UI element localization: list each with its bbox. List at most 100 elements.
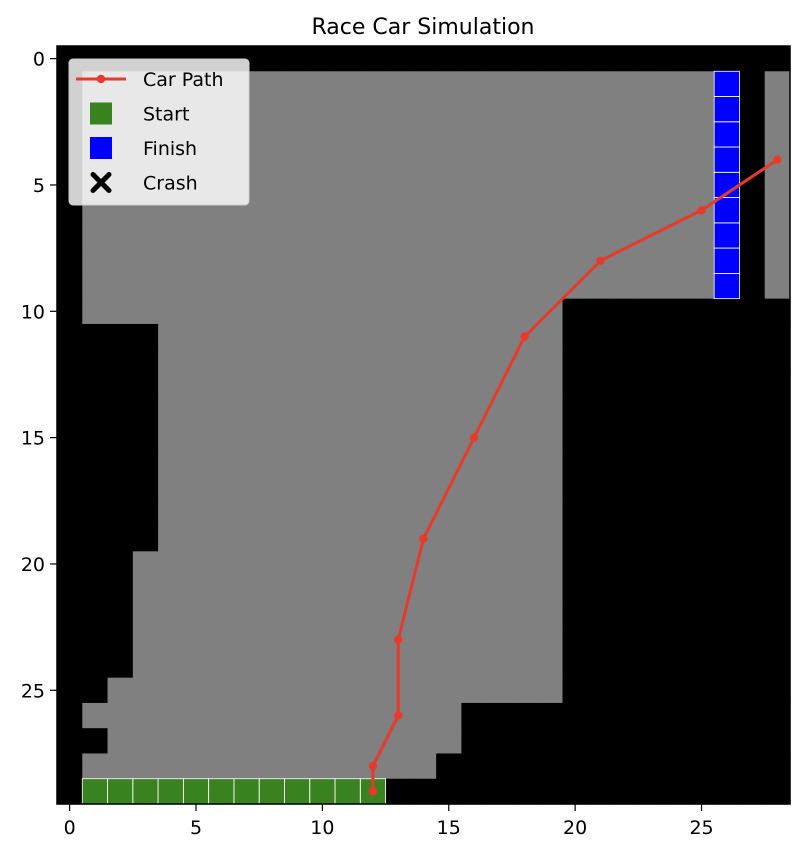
track-cell (562, 172, 589, 199)
track-cell (259, 677, 286, 704)
track-cell (309, 222, 336, 249)
track-cell (158, 728, 184, 755)
wall-cell (562, 399, 589, 426)
wall-cell (562, 500, 589, 527)
legend-marker-start (90, 102, 112, 125)
finish-cell (714, 273, 741, 300)
wall-cell (461, 778, 488, 805)
wall-cell (461, 46, 488, 72)
track-cell (183, 222, 210, 249)
wall-cell (688, 323, 715, 350)
wall-cell (613, 349, 639, 376)
track-cell (107, 248, 134, 274)
wall-cell (436, 753, 463, 780)
track-cell (461, 627, 488, 653)
track-cell (335, 197, 361, 224)
wall-cell (663, 323, 690, 350)
wall-cell (688, 576, 715, 603)
track-cell (132, 298, 159, 325)
wall-cell (663, 46, 690, 72)
track-cell (335, 627, 361, 653)
track-cell (335, 576, 361, 603)
track-cell (82, 248, 109, 274)
track-cell (385, 753, 412, 780)
wall-cell (688, 399, 715, 426)
track-cell (486, 147, 513, 173)
wall-cell (82, 323, 109, 350)
wall-cell (688, 500, 715, 527)
track-cell (486, 526, 513, 552)
track-cell (663, 147, 690, 173)
track-cell (259, 576, 286, 603)
track-cell (208, 374, 235, 401)
track-cell (537, 526, 564, 552)
track-cell (511, 551, 538, 578)
track-cell (486, 627, 513, 653)
wall-cell (562, 627, 589, 653)
wall-cell (613, 374, 639, 401)
track-cell (158, 425, 184, 451)
track-cell (335, 248, 361, 274)
wall-cell (663, 551, 690, 578)
wall-cell (57, 702, 83, 729)
track-cell (360, 323, 387, 350)
legend-marker-crash (90, 172, 112, 193)
wall-cell (436, 778, 463, 805)
track-cell (562, 71, 589, 98)
track-cell (461, 500, 488, 527)
track-cell (335, 349, 361, 376)
track-cell (335, 652, 361, 679)
wall-cell (57, 728, 83, 755)
track-cell (309, 273, 336, 300)
track-cell (436, 425, 463, 451)
track-cell (360, 627, 387, 653)
track-cell (537, 374, 564, 401)
track-cell (158, 601, 184, 628)
wall-cell (511, 728, 538, 755)
wall-cell (663, 778, 690, 805)
track-cell (360, 702, 387, 729)
track-cell (208, 349, 235, 376)
track-cell (537, 551, 564, 578)
track-cell (107, 677, 134, 704)
track-cell (259, 197, 286, 224)
wall-cell (739, 450, 766, 477)
track-cell (335, 551, 361, 578)
wall-cell (410, 46, 437, 72)
track-cell (461, 349, 488, 376)
track-cell (309, 147, 336, 173)
track-cell (436, 121, 463, 148)
finish-cell (714, 222, 741, 249)
wall-cell (714, 526, 741, 552)
wall-cell (688, 627, 715, 653)
wall-cell (82, 475, 109, 502)
wall-cell (613, 753, 639, 780)
track-cell (335, 121, 361, 148)
track-cell (107, 298, 134, 325)
track-cell (284, 172, 311, 199)
track-cell (410, 601, 437, 628)
wall-cell (107, 526, 134, 552)
wall-cell (587, 551, 614, 578)
wall-cell (638, 652, 665, 679)
wall-cell (461, 702, 488, 729)
track-cell (183, 248, 210, 274)
wall-cell (587, 450, 614, 477)
track-cell (284, 71, 311, 98)
track-cell (158, 652, 184, 679)
wall-cell (562, 298, 589, 325)
track-cell (233, 526, 260, 552)
wall-cell (107, 500, 134, 527)
track-cell (461, 576, 488, 603)
track-cell (436, 374, 463, 401)
wall-cell (638, 778, 665, 805)
wall-cell (613, 778, 639, 805)
wall-cell (613, 425, 639, 451)
wall-cell (107, 576, 134, 603)
wall-cell (511, 753, 538, 780)
wall-cell (57, 526, 83, 552)
wall-cell (107, 627, 134, 653)
car-path-point (419, 534, 428, 543)
wall-cell (688, 728, 715, 755)
track-cell (360, 222, 387, 249)
